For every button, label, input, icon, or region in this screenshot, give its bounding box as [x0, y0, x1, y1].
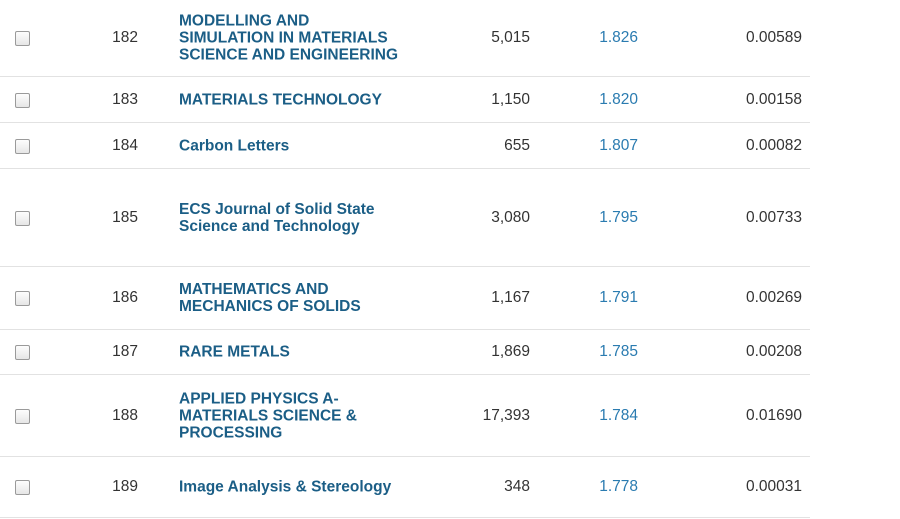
eigenfactor: 0.00208 [745, 343, 802, 360]
impact-factor[interactable]: 1.791 [599, 289, 638, 306]
total-cites: 17,393 [482, 406, 530, 424]
impact-factor[interactable]: 1.795 [599, 208, 638, 226]
journal-title-line[interactable]: MATHEMATICS AND [179, 281, 329, 298]
table-row: 182 MODELLING AND SIMULATION IN MATERIALS S… [0, 0, 810, 77]
rank: 183 [112, 90, 138, 108]
journal-title[interactable]: MATERIALS TECHNOLOGY [179, 91, 382, 108]
total-cites: 5,015 [491, 29, 530, 46]
total-cites: 1,869 [491, 343, 530, 360]
rank: 188 [112, 406, 138, 424]
eigenfactor: 0.00082 [745, 136, 802, 154]
total-cites: 1,167 [491, 289, 530, 306]
total-cites: 348 [504, 478, 530, 495]
journal-title[interactable]: MATHEMATICS AND MECHANICS OF SOLIDS [179, 281, 361, 315]
journal-title-line[interactable]: PROCESSING [179, 424, 283, 441]
journal-title[interactable]: Image Analysis & Stereology [179, 479, 391, 496]
impact-factor[interactable]: 1.778 [599, 478, 638, 495]
journal-title-line[interactable]: MODELLING AND [179, 12, 310, 30]
row-checkbox[interactable] [15, 408, 30, 424]
journal-table: 182 MODELLING AND SIMULATION IN MATERIALS S… [0, 0, 810, 518]
table-row: 185 ECS Journal of Solid State Science and… [0, 169, 810, 267]
row-checkbox[interactable] [15, 210, 30, 226]
table-row: 184 Carbon Letters 655 1.807 0.00082 [0, 123, 810, 169]
rank: 182 [112, 29, 138, 46]
total-cites: 655 [504, 136, 530, 154]
journal-title[interactable]: Carbon Letters [179, 137, 289, 154]
table-row: 187 RARE METALS 1,869 1.785 0.00208 [0, 330, 810, 375]
rank: 187 [112, 343, 138, 360]
impact-factor[interactable]: 1.784 [599, 406, 638, 424]
table-row: 183 MATERIALS TECHNOLOGY 1,150 1.820 0.00158 [0, 77, 810, 123]
row-checkbox[interactable] [15, 291, 30, 306]
eigenfactor: 0.01690 [745, 406, 802, 424]
journal-title-line[interactable]: MECHANICS OF SOLIDS [179, 298, 361, 315]
journal-title-line[interactable]: Carbon Letters [179, 137, 290, 154]
journal-title-line[interactable]: SCIENCE AND ENGINEERING [179, 46, 399, 64]
row-checkbox[interactable] [15, 92, 30, 108]
table-row: 186 MATHEMATICS AND MECHANICS OF SOLIDS 1,1… [0, 267, 810, 330]
eigenfactor: 0.00269 [745, 289, 802, 306]
impact-factor[interactable]: 1.820 [599, 90, 638, 108]
journal-title[interactable]: RARE METALS [179, 344, 290, 361]
row-checkbox[interactable] [15, 345, 30, 360]
table-row: 188 APPLIED PHYSICS A- MATERIALS SCIENCE &… [0, 375, 810, 457]
journal-title-line[interactable]: Science and Technology [179, 217, 360, 235]
journal-title-line[interactable]: ECS Journal of Solid State [179, 200, 375, 218]
total-cites: 1,150 [491, 90, 530, 108]
journal-title[interactable]: APPLIED PHYSICS A- MATERIALS SCIENCE & PRO… [179, 390, 357, 441]
row-checkbox[interactable] [15, 138, 30, 154]
journal-title-line[interactable]: Image Analysis & Stereology [179, 478, 392, 496]
rank: 189 [112, 478, 138, 495]
journal-title[interactable]: ECS Journal of Solid State Science and Te… [179, 201, 375, 235]
impact-factor[interactable]: 1.826 [599, 29, 638, 46]
journal-title-line[interactable]: RARE METALS [179, 343, 290, 361]
row-checkbox[interactable] [15, 480, 30, 495]
eigenfactor: 0.00589 [745, 29, 802, 46]
total-cites: 3,080 [491, 208, 530, 226]
rank: 186 [112, 289, 138, 306]
journal-title-line[interactable]: MATERIALS SCIENCE & [179, 407, 357, 424]
eigenfactor: 0.00733 [745, 208, 802, 226]
eigenfactor: 0.00031 [745, 478, 802, 495]
eigenfactor: 0.00158 [745, 90, 802, 108]
journal-title-line[interactable]: MATERIALS TECHNOLOGY [179, 91, 382, 108]
rank: 185 [112, 208, 138, 226]
rank: 184 [112, 136, 138, 154]
impact-factor[interactable]: 1.807 [599, 136, 638, 154]
journal-title[interactable]: MODELLING AND SIMULATION IN MATERIALS SCIE… [179, 13, 398, 64]
impact-factor[interactable]: 1.785 [599, 343, 638, 360]
row-checkbox[interactable] [15, 31, 30, 46]
journal-title-line[interactable]: APPLIED PHYSICS A- [179, 390, 339, 407]
journal-title-line[interactable]: SIMULATION IN MATERIALS [179, 29, 388, 47]
table-row: 189 Image Analysis & Stereology 348 1.778 0.… [0, 457, 810, 518]
